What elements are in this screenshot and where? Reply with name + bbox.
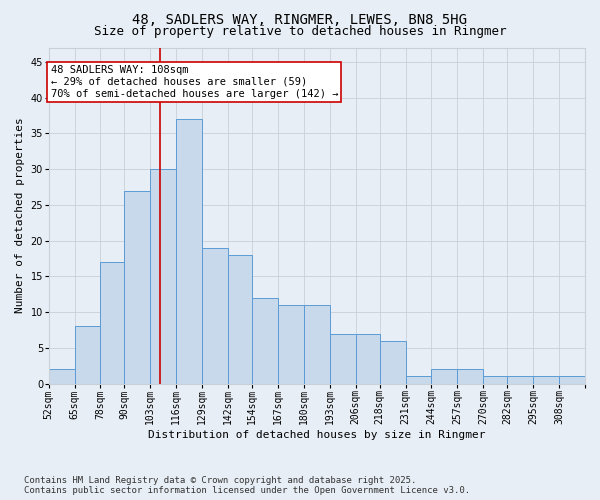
Bar <box>356 334 380 384</box>
Text: 48, SADLERS WAY, RINGMER, LEWES, BN8 5HG: 48, SADLERS WAY, RINGMER, LEWES, BN8 5HG <box>133 12 467 26</box>
Bar <box>559 376 585 384</box>
Bar <box>100 262 124 384</box>
Bar <box>457 370 484 384</box>
Bar <box>431 370 457 384</box>
Bar <box>533 376 559 384</box>
Bar <box>49 370 74 384</box>
Bar <box>74 326 100 384</box>
Bar <box>228 255 252 384</box>
Bar <box>406 376 431 384</box>
Text: Contains HM Land Registry data © Crown copyright and database right 2025.
Contai: Contains HM Land Registry data © Crown c… <box>24 476 470 495</box>
Bar <box>124 190 151 384</box>
Bar <box>507 376 533 384</box>
Text: 48 SADLERS WAY: 108sqm
← 29% of detached houses are smaller (59)
70% of semi-det: 48 SADLERS WAY: 108sqm ← 29% of detached… <box>50 66 338 98</box>
Bar <box>252 298 278 384</box>
Text: Size of property relative to detached houses in Ringmer: Size of property relative to detached ho… <box>94 25 506 38</box>
Bar <box>151 169 176 384</box>
Bar <box>278 305 304 384</box>
X-axis label: Distribution of detached houses by size in Ringmer: Distribution of detached houses by size … <box>148 430 485 440</box>
Bar <box>330 334 356 384</box>
Bar <box>484 376 507 384</box>
Y-axis label: Number of detached properties: Number of detached properties <box>15 118 25 314</box>
Bar <box>176 119 202 384</box>
Bar <box>304 305 330 384</box>
Bar <box>202 248 228 384</box>
Bar <box>380 340 406 384</box>
